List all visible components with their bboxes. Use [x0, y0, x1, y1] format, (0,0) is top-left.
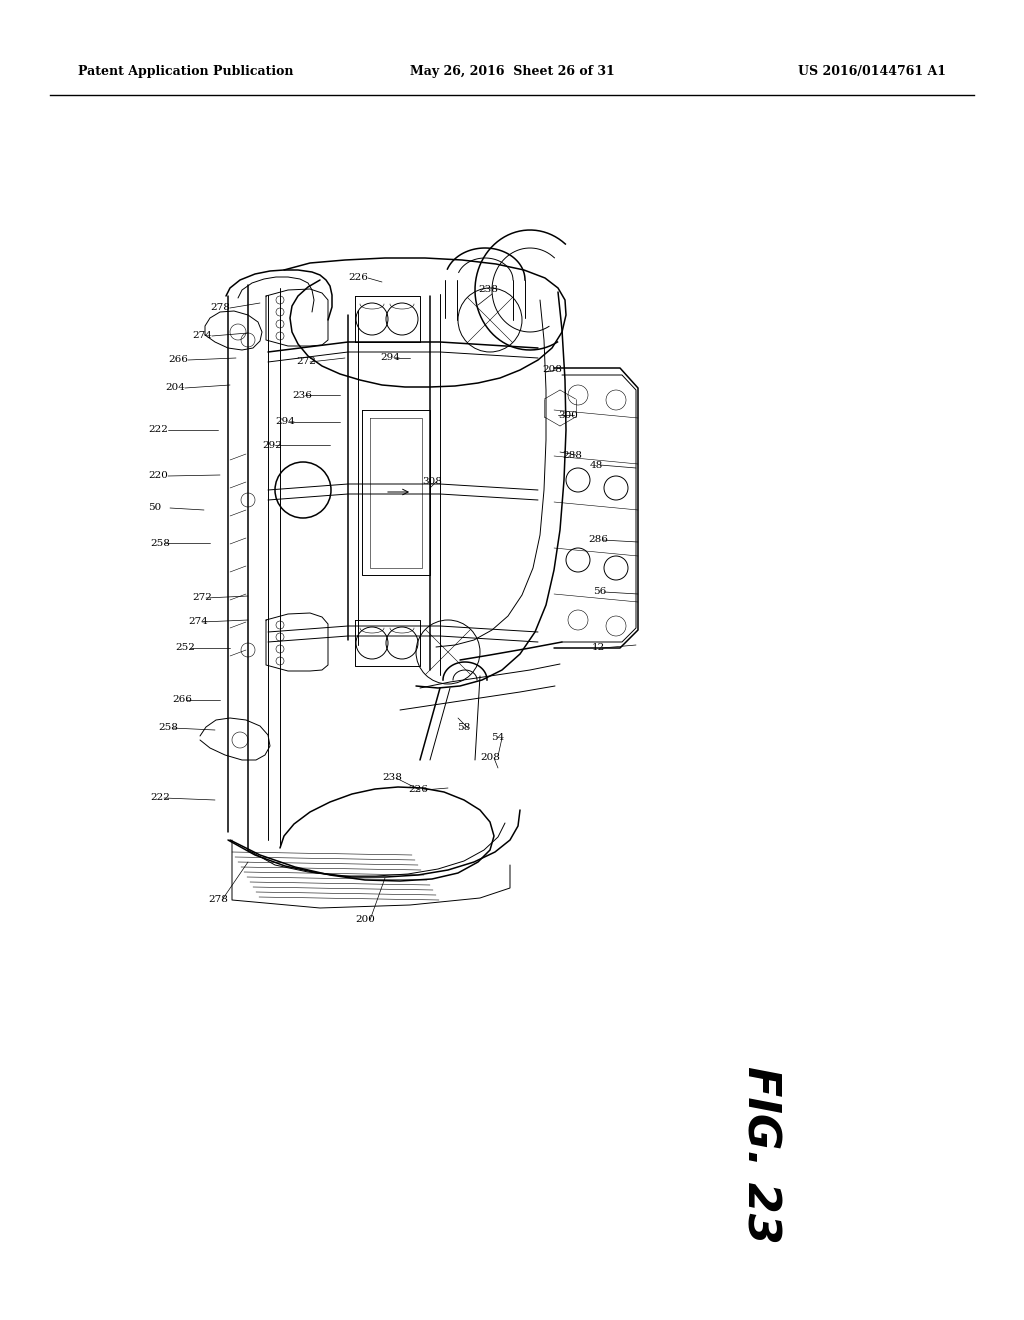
Text: 266: 266	[168, 355, 188, 364]
Text: 222: 222	[151, 793, 170, 803]
Text: 266: 266	[172, 696, 191, 705]
Text: 274: 274	[193, 331, 212, 341]
Text: 222: 222	[148, 425, 168, 434]
Text: Patent Application Publication: Patent Application Publication	[78, 66, 294, 78]
Text: 272: 272	[193, 594, 212, 602]
Text: 288: 288	[562, 450, 582, 459]
Text: 272: 272	[296, 358, 316, 367]
Text: 274: 274	[188, 618, 208, 627]
Text: 200: 200	[355, 916, 375, 924]
Text: 56: 56	[593, 587, 606, 597]
Text: 58: 58	[458, 723, 471, 733]
Text: 226: 226	[408, 785, 428, 795]
Text: 50: 50	[148, 503, 162, 512]
Text: 258: 258	[151, 539, 170, 548]
Text: 300: 300	[558, 411, 578, 420]
Text: 294: 294	[275, 417, 295, 426]
Text: 292: 292	[262, 441, 282, 450]
Text: 54: 54	[492, 734, 505, 742]
Text: 252: 252	[175, 644, 195, 652]
Text: 278: 278	[210, 304, 230, 313]
Text: US 2016/0144761 A1: US 2016/0144761 A1	[798, 66, 946, 78]
Text: 204: 204	[165, 384, 185, 392]
Text: 220: 220	[148, 471, 168, 480]
Text: 238: 238	[382, 774, 402, 783]
Text: 12: 12	[592, 644, 604, 652]
Text: 48: 48	[590, 461, 603, 470]
Text: 258: 258	[158, 723, 178, 733]
Text: FIG. 23: FIG. 23	[738, 1067, 781, 1243]
Text: May 26, 2016  Sheet 26 of 31: May 26, 2016 Sheet 26 of 31	[410, 66, 614, 78]
Text: 294: 294	[380, 354, 400, 363]
Text: 208: 208	[480, 754, 500, 763]
Text: 236: 236	[292, 391, 312, 400]
Text: 286: 286	[588, 536, 608, 544]
Text: 226: 226	[348, 273, 368, 282]
Text: 278: 278	[208, 895, 228, 904]
Text: 208: 208	[542, 366, 562, 375]
Text: 238: 238	[478, 285, 498, 294]
Text: 308: 308	[422, 478, 442, 487]
